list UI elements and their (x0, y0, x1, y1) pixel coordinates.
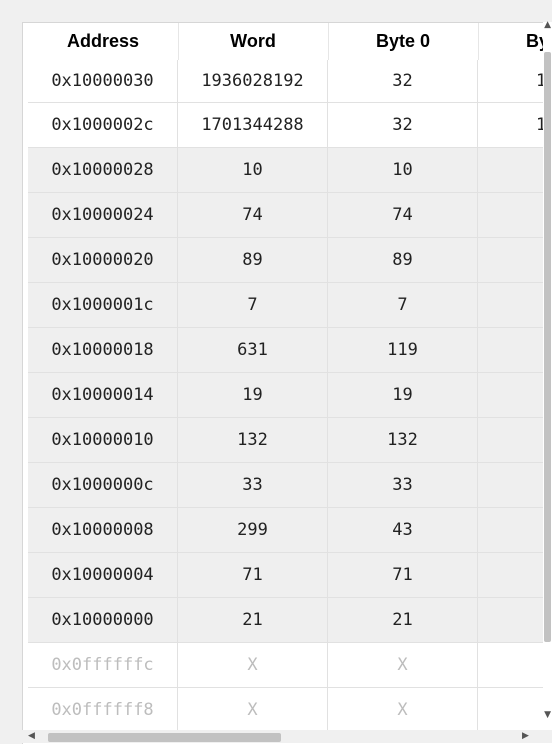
byte1-cell: 1 (478, 103, 552, 147)
horizontal-scroll-thumb[interactable] (48, 733, 281, 742)
header-divider[interactable] (178, 23, 179, 60)
address-cell: 0x1000000c (28, 463, 178, 507)
word-cell: X (178, 643, 328, 687)
byte0-cell: 10 (328, 148, 478, 192)
table-row[interactable]: 0x10000028 10 10 (28, 148, 552, 193)
table-row[interactable]: 0x0ffffff8 X X (28, 688, 552, 733)
word-cell: 10 (178, 148, 328, 192)
address-cell: 0x1000001c (28, 283, 178, 327)
byte0-cell: 19 (328, 373, 478, 417)
byte1-cell (478, 418, 552, 462)
word-cell: 1936028192 (178, 60, 328, 102)
byte1-cell: 1 (478, 60, 552, 102)
table-row[interactable]: 0x10000014 19 19 (28, 373, 552, 418)
table-row[interactable]: 0x1000001c 7 7 (28, 283, 552, 328)
table-row[interactable]: 0x1000002c 1701344288 32 1 (28, 103, 552, 148)
byte0-cell: 89 (328, 238, 478, 282)
table-header: Address Word Byte 0 By (28, 23, 552, 60)
word-cell: 71 (178, 553, 328, 597)
word-cell: 33 (178, 463, 328, 507)
word-cell: 21 (178, 598, 328, 642)
byte0-cell: 33 (328, 463, 478, 507)
column-header-byte1[interactable]: By (526, 31, 550, 51)
address-cell: 0x10000028 (28, 148, 178, 192)
word-cell: 19 (178, 373, 328, 417)
table-row[interactable]: 0x0ffffffc X X (28, 643, 552, 688)
byte1-cell (478, 643, 552, 687)
word-cell: 74 (178, 193, 328, 237)
word-cell: 89 (178, 238, 328, 282)
column-header-word[interactable]: Word (230, 31, 276, 51)
header-divider[interactable] (328, 23, 329, 60)
horizontal-scrollbar[interactable]: ◀ ▶ (22, 730, 552, 743)
table-row[interactable]: 0x10000004 71 71 (28, 553, 552, 598)
byte1-cell (478, 598, 552, 642)
address-cell: 0x10000018 (28, 328, 178, 372)
byte1-cell (478, 553, 552, 597)
column-header-byte0[interactable]: Byte 0 (375, 31, 431, 51)
address-cell: 0x10000008 (28, 508, 178, 552)
scroll-right-icon[interactable]: ▶ (522, 731, 529, 741)
table-body: 0x10000030 1936028192 32 1 0x1000002c 1701344… (28, 60, 552, 733)
address-cell: 0x10000014 (28, 373, 178, 417)
vertical-scroll-thumb[interactable] (544, 52, 551, 642)
byte1-cell (478, 328, 552, 372)
table-row[interactable]: 0x10000018 631 119 (28, 328, 552, 373)
table-row[interactable]: 0x1000000c 33 33 (28, 463, 552, 508)
byte0-cell: X (328, 688, 478, 732)
byte0-cell: 7 (328, 283, 478, 327)
table-row[interactable]: 0x10000020 89 89 (28, 238, 552, 283)
table-row[interactable]: 0x10000008 299 43 (28, 508, 552, 553)
memory-table-panel: Address Word Byte 0 By 0x10000030 1936028… (22, 22, 552, 744)
address-cell: 0x1000002c (28, 103, 178, 147)
word-cell: 7 (178, 283, 328, 327)
word-cell: 132 (178, 418, 328, 462)
byte1-cell (478, 463, 552, 507)
byte0-cell: 119 (328, 328, 478, 372)
byte0-cell: 32 (328, 60, 478, 102)
column-header-address[interactable]: Address (66, 31, 140, 51)
address-cell: 0x10000004 (28, 553, 178, 597)
address-cell: 0x0ffffffc (28, 643, 178, 687)
table-row[interactable]: 0x10000030 1936028192 32 1 (28, 60, 552, 103)
word-cell: 299 (178, 508, 328, 552)
byte0-cell: 71 (328, 553, 478, 597)
address-cell: 0x10000020 (28, 238, 178, 282)
byte0-cell: X (328, 643, 478, 687)
byte0-cell: 74 (328, 193, 478, 237)
scroll-up-icon[interactable]: ▲ (544, 20, 551, 30)
byte1-cell (478, 238, 552, 282)
address-cell: 0x10000024 (28, 193, 178, 237)
vertical-scrollbar[interactable]: ▲ ▼ (543, 20, 552, 722)
byte1-cell (478, 148, 552, 192)
address-cell: 0x10000000 (28, 598, 178, 642)
table-row[interactable]: 0x10000010 132 132 (28, 418, 552, 463)
address-cell: 0x10000030 (28, 60, 178, 102)
address-cell: 0x10000010 (28, 418, 178, 462)
memory-table: Address Word Byte 0 By 0x10000030 1936028… (28, 23, 552, 733)
word-cell: X (178, 688, 328, 732)
byte1-cell (478, 193, 552, 237)
table-row[interactable]: 0x10000024 74 74 (28, 193, 552, 238)
header-divider[interactable] (478, 23, 479, 60)
byte1-cell (478, 508, 552, 552)
byte1-cell (478, 373, 552, 417)
byte0-cell: 43 (328, 508, 478, 552)
byte0-cell: 132 (328, 418, 478, 462)
table-row[interactable]: 0x10000000 21 21 (28, 598, 552, 643)
byte0-cell: 21 (328, 598, 478, 642)
byte1-cell (478, 283, 552, 327)
scroll-down-icon[interactable]: ▼ (544, 710, 551, 720)
scroll-left-icon[interactable]: ◀ (28, 731, 35, 741)
word-cell: 631 (178, 328, 328, 372)
byte0-cell: 32 (328, 103, 478, 147)
word-cell: 1701344288 (178, 103, 328, 147)
address-cell: 0x0ffffff8 (28, 688, 178, 732)
byte1-cell (478, 688, 552, 732)
